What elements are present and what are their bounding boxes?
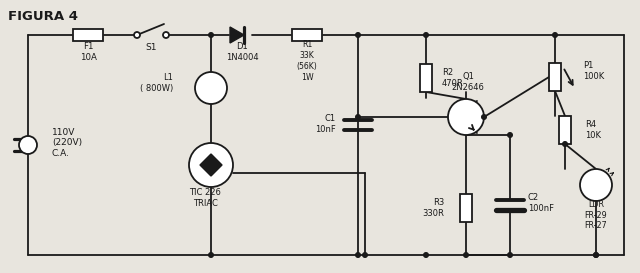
Circle shape (464, 253, 468, 257)
Circle shape (209, 253, 213, 257)
Text: L1
( 800W): L1 ( 800W) (140, 73, 173, 93)
Circle shape (594, 253, 598, 257)
Circle shape (195, 72, 227, 104)
Circle shape (448, 99, 484, 135)
Text: P1
100K: P1 100K (583, 61, 604, 81)
Bar (559, 116, 571, 144)
Text: Q1
2N2646: Q1 2N2646 (452, 72, 484, 92)
Circle shape (163, 32, 169, 38)
Text: R3
330R: R3 330R (422, 198, 444, 218)
Polygon shape (230, 27, 244, 43)
Circle shape (356, 253, 360, 257)
Bar (73, 29, 103, 41)
Polygon shape (200, 154, 222, 165)
Text: TIC 226
TRIAC: TIC 226 TRIAC (189, 188, 221, 208)
Circle shape (19, 136, 37, 154)
Text: R2
470R: R2 470R (442, 68, 464, 88)
Text: S1: S1 (145, 43, 157, 52)
Circle shape (356, 115, 360, 119)
Bar (549, 63, 561, 91)
Bar (420, 64, 432, 92)
Text: FIGURA 4: FIGURA 4 (8, 10, 78, 23)
Circle shape (134, 32, 140, 38)
Polygon shape (200, 165, 222, 176)
Circle shape (424, 33, 428, 37)
Bar (460, 194, 472, 222)
Text: R1
33K
(56K)
1W: R1 33K (56K) 1W (296, 40, 317, 82)
Circle shape (356, 33, 360, 37)
Circle shape (508, 133, 512, 137)
Circle shape (553, 33, 557, 37)
Text: C2
100nF: C2 100nF (528, 193, 554, 213)
Circle shape (189, 143, 233, 187)
Circle shape (594, 253, 598, 257)
Circle shape (580, 169, 612, 201)
Circle shape (508, 253, 512, 257)
Circle shape (363, 253, 367, 257)
Text: 110V
(220V)
C.A.: 110V (220V) C.A. (52, 128, 82, 158)
Bar (292, 29, 322, 41)
Circle shape (563, 142, 567, 146)
Text: LDR
FR-29
FR-27: LDR FR-29 FR-27 (584, 200, 607, 230)
Text: F1
10A: F1 10A (79, 42, 97, 62)
Text: C1
10nF: C1 10nF (316, 114, 336, 134)
Circle shape (209, 33, 213, 37)
Text: D1
1N4004: D1 1N4004 (226, 42, 259, 62)
Circle shape (424, 253, 428, 257)
Text: R4
10K: R4 10K (585, 120, 601, 140)
Circle shape (482, 115, 486, 119)
